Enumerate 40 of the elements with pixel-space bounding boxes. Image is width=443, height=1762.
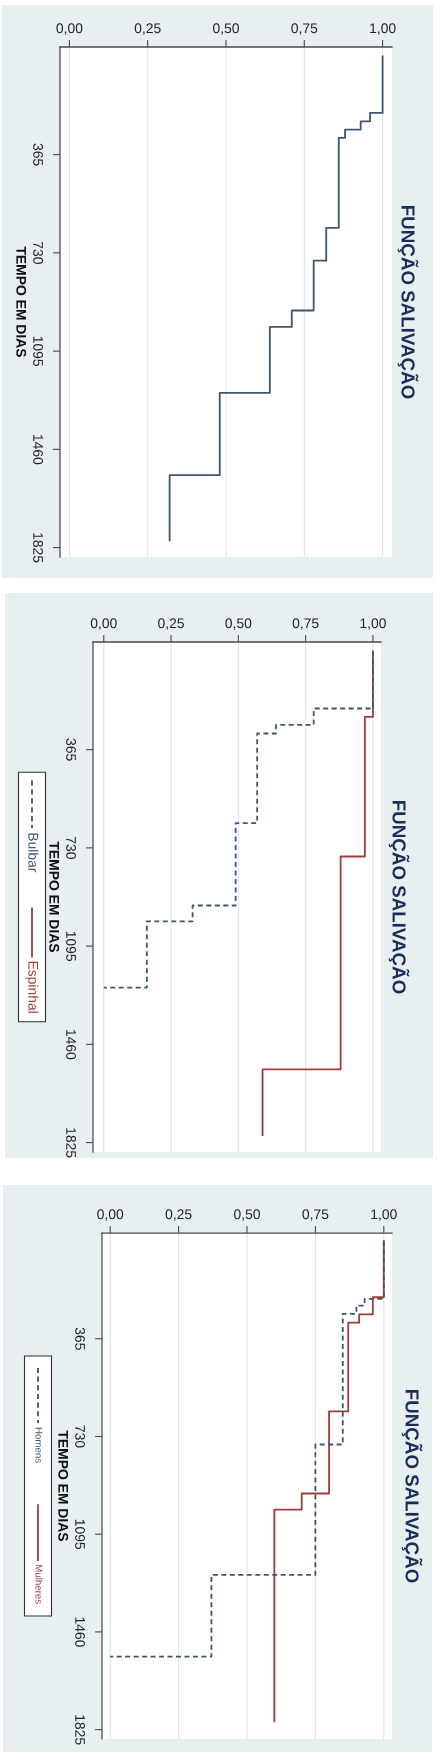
text: Homens	[35, 1427, 43, 1463]
text: FUNÇÃO SALIVAÇÃO	[401, 1390, 423, 1583]
y-axis-title: TEMPO EM DIAS	[49, 841, 60, 953]
x-tick-label: 0,75	[302, 1209, 329, 1221]
y-tick-label: 1460	[33, 434, 43, 465]
x-tick-label: 0,50	[234, 1209, 260, 1221]
x-tick-label: 0,00	[56, 23, 83, 35]
y-tick-label: 730	[66, 837, 76, 859]
y-tick-label: 1460	[66, 1029, 76, 1060]
text: Bulbar	[28, 833, 39, 873]
y-tick-label: 1825	[33, 533, 43, 563]
y-tick-label: 365	[33, 143, 43, 166]
y-axis-title: TEMPO EM DIAS	[16, 246, 27, 358]
x-tick-label: 1,00	[360, 618, 386, 630]
text: Espinhal	[25, 961, 39, 1013]
x-tick-label: 0,00	[90, 618, 117, 630]
x-tick-label: 0,75	[291, 23, 318, 35]
y-tick-label: 365	[66, 738, 76, 761]
x-tick-label: 0,50	[225, 618, 252, 630]
y-tick-label: 1825	[66, 1128, 76, 1158]
x-tick-label: 0,75	[292, 618, 319, 630]
text: Mulheres	[35, 1564, 43, 1604]
text: FUNÇÃO SALIVAÇÃO	[397, 206, 419, 399]
y-tick-label: 1095	[66, 931, 76, 961]
x-tick-label: 0,25	[134, 23, 161, 35]
y-tick-label: 730	[75, 1425, 85, 1448]
x-tick-label: 1,00	[371, 1209, 397, 1221]
y-tick-label: 1095	[75, 1519, 85, 1550]
y-axis-title: TEMPO EM DIAS	[58, 1430, 69, 1542]
text: FUNÇÃO SALIVAÇÃO	[388, 801, 410, 994]
x-tick-label: 1,00	[370, 23, 396, 35]
x-tick-label: 0,25	[158, 618, 184, 630]
x-tick-label: 0,00	[97, 1209, 124, 1221]
y-tick-label: 730	[33, 242, 43, 264]
x-tick-label: 0,25	[165, 1209, 192, 1221]
x-tick-label: 0,50	[213, 23, 239, 35]
y-tick-label: 1825	[75, 1715, 85, 1745]
y-tick-label: 1460	[75, 1617, 85, 1647]
y-tick-label: 365	[75, 1327, 85, 1350]
y-tick-label: 1095	[33, 336, 43, 366]
